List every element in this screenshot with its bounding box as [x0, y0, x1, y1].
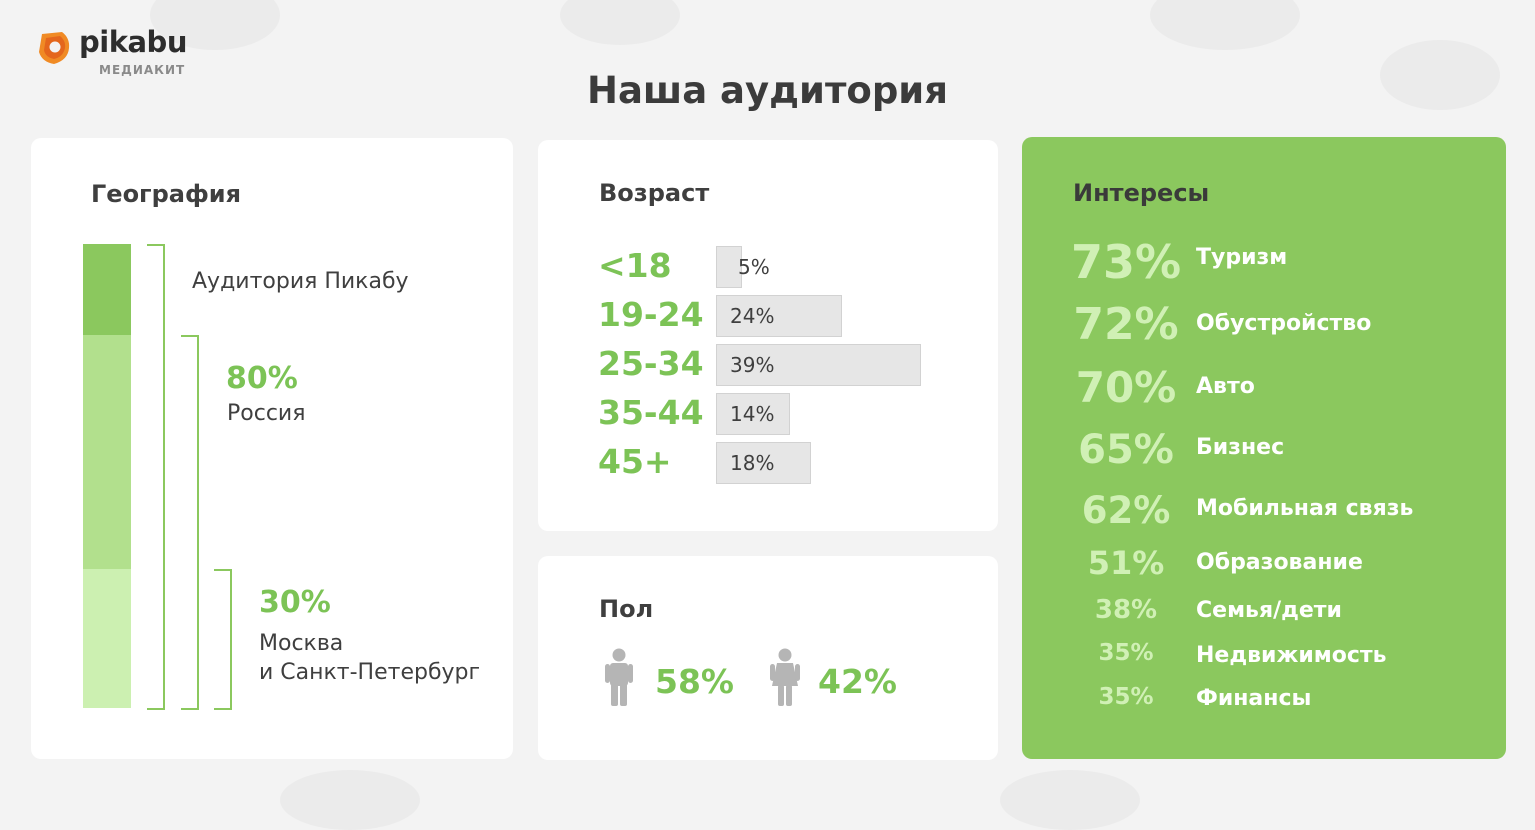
interest-pct: 70% — [1075, 363, 1177, 412]
geo-bar-segment-msk-spb — [83, 569, 131, 708]
age-group-label: 45+ — [598, 442, 672, 481]
female-person-icon — [770, 648, 800, 706]
interest-pct: 51% — [1087, 544, 1165, 582]
age-group-label: <18 — [598, 246, 672, 285]
male-person-icon — [605, 648, 633, 706]
age-group-bar — [716, 295, 842, 337]
geo-russia-pct: 80% — [226, 361, 298, 396]
brand-subtitle: МЕДИАКИТ — [99, 63, 186, 77]
geography-title: География — [91, 180, 242, 208]
age-group-label: 19-24 — [598, 295, 704, 334]
interests-title: Интересы — [1073, 179, 1210, 207]
age-group-bar — [716, 393, 790, 435]
geo-bracket-audience — [147, 244, 165, 710]
sex-card: Пол 58% 42% — [538, 556, 998, 760]
pikabu-logo: pikabu МЕДИАКИТ — [36, 25, 196, 77]
geo-audience-label: Аудитория Пикабу — [192, 269, 409, 294]
interest-name: Туризм — [1196, 245, 1288, 270]
interest-name: Недвижимость — [1196, 643, 1387, 668]
interest-name: Бизнес — [1196, 435, 1285, 460]
background-decoration — [1380, 40, 1500, 110]
background-decoration — [280, 770, 420, 830]
age-group-bar — [716, 442, 811, 484]
interest-pct: 35% — [1098, 640, 1154, 666]
age-group-pct: 39% — [730, 353, 775, 377]
interest-pct: 72% — [1073, 299, 1179, 350]
interest-pct: 73% — [1070, 235, 1182, 289]
female-pct: 42% — [818, 662, 897, 701]
male-pct: 58% — [655, 662, 734, 701]
interest-name: Обустройство — [1196, 311, 1372, 336]
interest-pct: 62% — [1081, 489, 1171, 532]
interest-name: Образование — [1196, 550, 1363, 575]
interest-name: Мобильная связь — [1196, 496, 1414, 521]
brand-name: pikabu — [79, 25, 187, 59]
geo-msk-spb-pct: 30% — [259, 585, 331, 620]
interest-pct: 38% — [1094, 595, 1158, 625]
interest-pct: 35% — [1098, 684, 1154, 710]
geo-bar-segment-russia — [83, 335, 131, 569]
geo-russia-label: Россия — [227, 401, 306, 426]
age-group-bar — [716, 246, 742, 288]
geo-spb-label: и Санкт-Петербург — [259, 660, 481, 685]
geo-bar-segment-other — [83, 244, 131, 335]
geography-card: География Аудитория Пикабу 80% Россия 30… — [31, 138, 513, 759]
age-group-label: 25-34 — [598, 344, 704, 383]
age-group-pct: 24% — [730, 304, 775, 328]
interests-card: Интересы 73% Туризм 72% Обустройство 70% Авто… — [1022, 137, 1506, 759]
age-group-bar — [716, 344, 921, 386]
interest-name: Семья/дети — [1196, 598, 1342, 623]
geo-bracket-russia — [181, 335, 199, 710]
age-card: Возраст <18 5% 19-24 24% 25-34 39% 35-44 14% 45+… — [538, 140, 998, 531]
page-title: Наша аудитория — [586, 69, 948, 112]
pikabu-logo-icon — [39, 32, 70, 64]
geo-msk-label: Москва — [259, 631, 344, 656]
interest-name: Финансы — [1196, 686, 1312, 711]
age-title: Возраст — [599, 179, 710, 207]
age-group-pct: 18% — [730, 451, 775, 475]
interest-name: Авто — [1196, 374, 1255, 399]
background-decoration — [560, 0, 680, 45]
age-group-pct: 5% — [738, 255, 770, 279]
background-decoration — [1150, 0, 1300, 50]
geo-bracket-msk-spb — [214, 569, 232, 710]
interest-pct: 65% — [1078, 427, 1174, 473]
age-group-pct: 14% — [730, 402, 775, 426]
background-decoration — [1000, 770, 1140, 830]
age-group-label: 35-44 — [598, 393, 704, 432]
sex-title: Пол — [599, 595, 654, 623]
